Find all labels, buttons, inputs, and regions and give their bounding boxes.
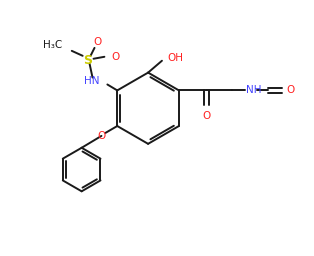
- Text: HN: HN: [84, 76, 100, 86]
- Text: O: O: [93, 37, 102, 47]
- Text: NH: NH: [246, 86, 262, 95]
- Text: H₃C: H₃C: [43, 40, 62, 50]
- Text: O: O: [203, 111, 211, 121]
- Text: O: O: [287, 86, 295, 95]
- Text: O: O: [97, 131, 106, 141]
- Text: S: S: [83, 54, 92, 67]
- Text: O: O: [111, 52, 120, 62]
- Text: OH: OH: [167, 53, 183, 63]
